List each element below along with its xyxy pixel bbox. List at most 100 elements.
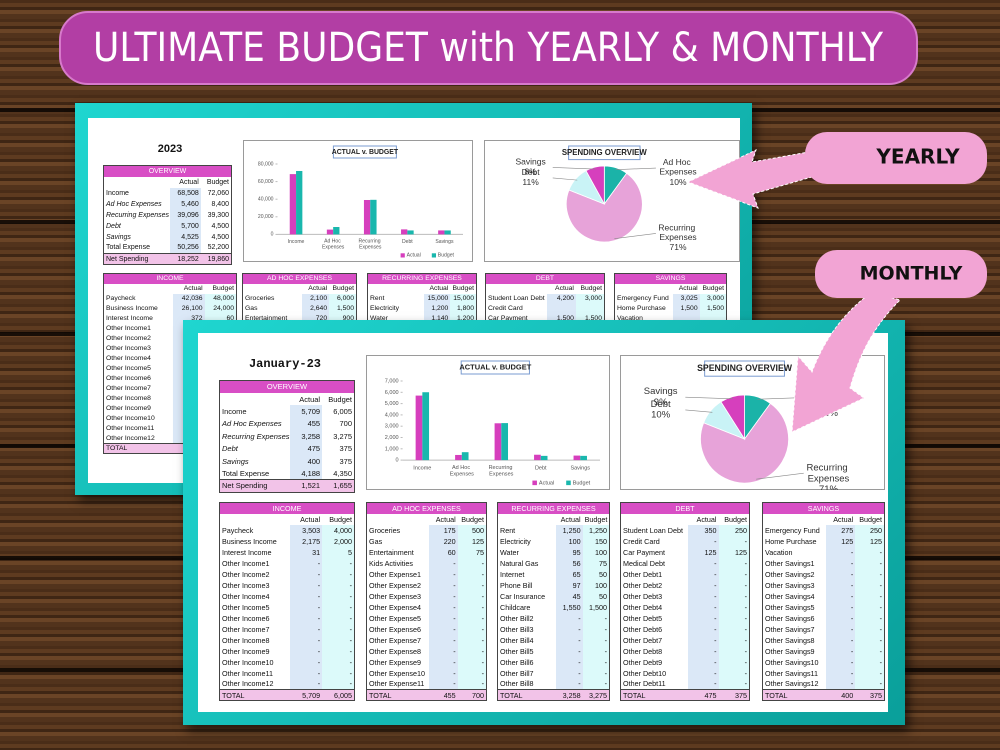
cell-value: - bbox=[825, 601, 856, 613]
header-row: DEBT bbox=[620, 502, 750, 514]
slice-value: 8% bbox=[524, 166, 537, 176]
row-label: Paycheck bbox=[222, 525, 254, 535]
cell-value: 1,500 bbox=[582, 601, 610, 613]
callout-label: YEARLY bbox=[875, 145, 960, 169]
cell-value: 1,550 bbox=[555, 601, 583, 613]
row-label: Gas bbox=[369, 536, 383, 546]
table-row: Water 1,140 1,200 bbox=[368, 313, 477, 324]
column-header: Actual bbox=[696, 514, 717, 524]
row-label: Other Bill5 bbox=[500, 646, 534, 656]
table: DEBT Actual Budget Student Loan Debt 350 250 C… bbox=[620, 502, 750, 701]
cell-value: - bbox=[428, 568, 458, 580]
table-row: Debt 475 375 bbox=[220, 442, 355, 455]
cell-value: - bbox=[718, 634, 750, 646]
legend-swatch bbox=[431, 253, 436, 258]
table-row: Other Savings2- - bbox=[763, 568, 885, 580]
row-label: Debt bbox=[222, 444, 238, 454]
row-label: Savings bbox=[222, 456, 249, 466]
chart-title-box bbox=[332, 145, 397, 159]
cell-value: - bbox=[428, 656, 458, 668]
cell-value: - bbox=[718, 667, 750, 679]
column-header: Actual bbox=[560, 514, 581, 524]
bar-chart: ACTUAL v. BUDGET 0 1,000 2,000 3,000 4,000 5,0… bbox=[366, 355, 610, 490]
x-tick-label: Debt bbox=[402, 239, 413, 245]
cell-value: - bbox=[687, 590, 719, 602]
row-label: Net Spending bbox=[103, 253, 171, 265]
table-row: Groceries 2,100 6,000 bbox=[243, 293, 357, 304]
y-tick-label: 1,000 bbox=[385, 446, 399, 452]
cell-value: - bbox=[289, 568, 323, 580]
cell-value: 3,258 bbox=[555, 689, 583, 701]
table-row: Medical Debt - - bbox=[621, 557, 750, 569]
row-label: Savings bbox=[106, 233, 131, 241]
table-row: Other Debt8 - - bbox=[621, 645, 750, 657]
table-row: Other Debt11 - - bbox=[621, 678, 750, 690]
column-header-row: Actual Budget bbox=[220, 514, 355, 525]
cell-value: 56 bbox=[555, 557, 583, 569]
cell-value: - bbox=[428, 579, 458, 591]
column-header: Budget bbox=[452, 285, 474, 292]
row-label: Other Income9 bbox=[222, 646, 270, 656]
y-tick-label: 6,000 bbox=[385, 390, 399, 396]
column-header: Budget bbox=[461, 514, 484, 524]
cell-value: - bbox=[825, 623, 856, 635]
table-row: Electricity 1,200 1,800 bbox=[368, 303, 477, 314]
table-row: Other Expense9- - bbox=[367, 656, 487, 668]
cell-value: - bbox=[825, 656, 856, 668]
table-row: Phone Bill 97 100 bbox=[498, 579, 610, 591]
cell-value: - bbox=[855, 579, 885, 591]
table-title: RECURRING EXPENSES bbox=[367, 273, 477, 284]
row-label: Paycheck bbox=[106, 295, 136, 302]
cell-value: - bbox=[855, 634, 885, 646]
table-row: Other Savings9- - bbox=[763, 645, 885, 657]
bar bbox=[407, 230, 414, 235]
table-row: Other Expense10- - bbox=[367, 667, 487, 679]
cell-value: 52,200 bbox=[207, 244, 229, 252]
cell-value: - bbox=[289, 623, 323, 635]
cell-value: - bbox=[687, 535, 719, 547]
x-tick-label: Ad Hoc Expenses bbox=[322, 239, 345, 251]
cell-value: 5,700 bbox=[170, 220, 201, 232]
table-row: Vacation bbox=[615, 313, 727, 324]
cell-value: - bbox=[582, 678, 610, 690]
row-label: Other Income2 bbox=[222, 569, 270, 579]
cell-value: 372 bbox=[172, 313, 205, 324]
row-label: Other Income10 bbox=[222, 657, 274, 667]
table: DEBT Actual Budget Student Loan Debt 4,200 3,… bbox=[485, 273, 605, 324]
row-label: Kids Activities bbox=[369, 558, 413, 568]
chart-title: SPENDING OVERVIEW bbox=[562, 148, 648, 157]
row-label: TOTAL bbox=[497, 689, 556, 701]
table-title: OVERVIEW bbox=[219, 380, 355, 393]
table-title: SAVINGS bbox=[762, 502, 885, 514]
cell-value: - bbox=[855, 656, 885, 668]
row-label: Other Income3 bbox=[106, 345, 151, 352]
slice-label: Debt bbox=[522, 167, 541, 177]
table-row: Other Bill3 - - bbox=[498, 623, 610, 635]
cell-value: 375 bbox=[339, 444, 352, 454]
cell-value: 250 bbox=[855, 524, 885, 536]
row-label: Student Loan Debt bbox=[488, 295, 545, 302]
row-label: Total Expense bbox=[222, 468, 270, 478]
cell-value: - bbox=[718, 568, 750, 580]
banner-title: ULTIMATE BUDGET with YEARLY & MONTHLY bbox=[93, 25, 884, 71]
callout-label: MONTHLY bbox=[860, 263, 963, 285]
row-label: Other Savings8 bbox=[765, 635, 815, 645]
row-label: Other Expense8 bbox=[369, 646, 421, 656]
cell-value: - bbox=[687, 612, 719, 624]
header-row: INCOME bbox=[103, 273, 237, 284]
column-header-row: Actual Budget bbox=[104, 284, 237, 294]
table-row: Entertainment 60 75 bbox=[367, 546, 487, 558]
cell-value: - bbox=[457, 568, 487, 580]
cell-value: - bbox=[855, 667, 885, 679]
cell-value: 15,000 bbox=[450, 293, 477, 304]
cell-value bbox=[547, 303, 576, 314]
row-label: Other Income5 bbox=[222, 602, 270, 612]
table-row: Other Expense6- - bbox=[367, 623, 487, 635]
y-tick-label: 7,000 bbox=[385, 378, 399, 384]
column-header: Actual bbox=[299, 394, 321, 404]
column-header-row: Actual Budget bbox=[368, 284, 477, 294]
cell-value: 50 bbox=[582, 568, 610, 580]
cell-value: 2,100 bbox=[301, 293, 330, 304]
table-row: Debt 5,700 4,500 bbox=[104, 220, 232, 232]
